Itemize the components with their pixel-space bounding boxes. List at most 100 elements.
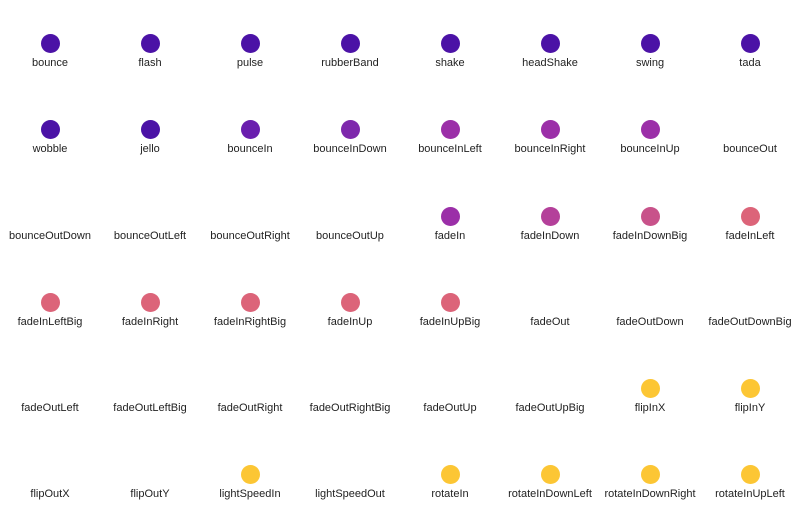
animation-item[interactable]: bounceInLeft	[400, 86, 500, 172]
circle-icon	[41, 292, 60, 312]
animation-label: fadeOutRight	[217, 402, 283, 415]
animation-label: shake	[435, 57, 465, 69]
animation-label: bounceOutRight	[210, 229, 290, 242]
animation-item[interactable]: fadeOutUpBig	[500, 345, 600, 431]
animation-item[interactable]: bounceOut	[700, 86, 800, 172]
circle-icon	[241, 292, 260, 312]
animation-item[interactable]: rotateInDownLeft	[500, 431, 600, 517]
animation-label: rotateInDownRight	[604, 488, 696, 501]
animation-label: fadeOutRightBig	[309, 402, 391, 415]
animation-label: rubberBand	[321, 57, 379, 69]
circle-icon	[241, 465, 260, 485]
animation-label: flash	[138, 57, 162, 69]
animation-item[interactable]: swing	[600, 0, 700, 86]
animation-item[interactable]: fadeOutDownBig	[700, 259, 800, 345]
animation-item[interactable]: shake	[400, 0, 500, 86]
animation-item[interactable]: flipInY	[700, 345, 800, 431]
animation-label: bounceOut	[723, 143, 777, 156]
circle-icon	[641, 34, 660, 53]
animation-item[interactable]: fadeInRightBig	[200, 259, 300, 345]
circle-icon	[41, 34, 60, 53]
animation-label: fadeOutDownBig	[708, 315, 792, 328]
animation-item[interactable]: flipOutY	[100, 431, 200, 517]
animation-label: flipInY	[734, 402, 766, 415]
animation-item[interactable]: wobble	[0, 86, 100, 172]
animation-item[interactable]: rotateIn	[400, 431, 500, 517]
animation-item[interactable]: bounceOutUp	[300, 173, 400, 259]
animation-label: bounceInUp	[620, 143, 680, 156]
animation-label: bounceOutLeft	[113, 229, 187, 242]
animation-item[interactable]: headShake	[500, 0, 600, 86]
animation-item[interactable]: rotateInUpLeft	[700, 431, 800, 517]
circle-icon	[441, 465, 460, 485]
animation-label: rotateInUpLeft	[715, 488, 785, 501]
animation-item[interactable]: jello	[100, 86, 200, 172]
animation-item[interactable]: fadeOutRightBig	[300, 345, 400, 431]
animation-item[interactable]: pulse	[200, 0, 300, 86]
animation-label: flipOutX	[30, 488, 70, 501]
circle-icon	[341, 34, 360, 53]
animation-item[interactable]: rotateInDownRight	[600, 431, 700, 517]
animation-item[interactable]: flipOutX	[0, 431, 100, 517]
animation-item[interactable]: bounceInDown	[300, 86, 400, 172]
animation-item[interactable]: bounceInRight	[500, 86, 600, 172]
animation-label: fadeInDown	[520, 229, 580, 242]
animation-item[interactable]: bounceOutLeft	[100, 173, 200, 259]
animation-item[interactable]: fadeOutLeftBig	[100, 345, 200, 431]
animation-item[interactable]: fadeOut	[500, 259, 600, 345]
animation-label: fadeInLeft	[725, 229, 775, 242]
animation-item[interactable]: bounce	[0, 0, 100, 86]
animation-item[interactable]: lightSpeedOut	[300, 431, 400, 517]
animation-item[interactable]: fadeInDownBig	[600, 173, 700, 259]
animation-item[interactable]: fadeInUpBig	[400, 259, 500, 345]
animation-item[interactable]: fadeInUp	[300, 259, 400, 345]
circle-icon	[641, 465, 660, 485]
animation-label: bounceOutUp	[316, 229, 384, 242]
animation-item[interactable]: fadeOutUp	[400, 345, 500, 431]
animation-label: fadeOut	[530, 315, 570, 328]
animation-item[interactable]: fadeInLeft	[700, 173, 800, 259]
animation-item[interactable]: bounceInUp	[600, 86, 700, 172]
animation-label: pulse	[236, 57, 264, 69]
animation-label: lightSpeedIn	[219, 488, 281, 501]
circle-icon	[541, 206, 560, 226]
circle-icon	[741, 206, 760, 226]
circle-icon	[741, 465, 760, 485]
animation-item[interactable]: bounceOutDown	[0, 173, 100, 259]
animation-label: rotateIn	[431, 488, 469, 501]
animation-label: jello	[140, 143, 160, 156]
animation-item[interactable]: fadeOutRight	[200, 345, 300, 431]
animation-item[interactable]: fadeInLeftBig	[0, 259, 100, 345]
animation-item[interactable]: bounceOutRight	[200, 173, 300, 259]
circle-icon	[241, 120, 260, 140]
animation-label: rotateInDownLeft	[508, 488, 592, 501]
animation-item[interactable]: fadeInRight	[100, 259, 200, 345]
animation-item[interactable]: tada	[700, 0, 800, 86]
animation-label: fadeOutDown	[616, 315, 684, 328]
animation-item[interactable]: rubberBand	[300, 0, 400, 86]
animation-item[interactable]: bounceIn	[200, 86, 300, 172]
animation-label: wobble	[32, 143, 68, 156]
circle-icon	[541, 34, 560, 53]
animation-item[interactable]: flipInX	[600, 345, 700, 431]
circle-icon	[641, 379, 660, 399]
animation-item[interactable]: fadeOutLeft	[0, 345, 100, 431]
animation-item[interactable]: fadeIn	[400, 173, 500, 259]
animation-label: fadeOutUp	[423, 402, 477, 415]
animation-item[interactable]: fadeOutDown	[600, 259, 700, 345]
animation-label: tada	[739, 57, 761, 69]
circle-icon	[341, 292, 360, 312]
circle-icon	[441, 292, 460, 312]
animation-label: fadeInRight	[121, 315, 179, 328]
animation-label: flipOutY	[130, 488, 170, 501]
animation-label: bounceInDown	[313, 143, 387, 156]
animation-label: headShake	[522, 57, 578, 69]
animation-item[interactable]: flash	[100, 0, 200, 86]
animation-item[interactable]: fadeInDown	[500, 173, 600, 259]
animation-label: flipInX	[634, 402, 666, 415]
circle-icon	[341, 120, 360, 140]
animation-label: fadeOutLeftBig	[113, 402, 187, 415]
animation-label: bounce	[31, 57, 69, 69]
animation-item[interactable]: lightSpeedIn	[200, 431, 300, 517]
